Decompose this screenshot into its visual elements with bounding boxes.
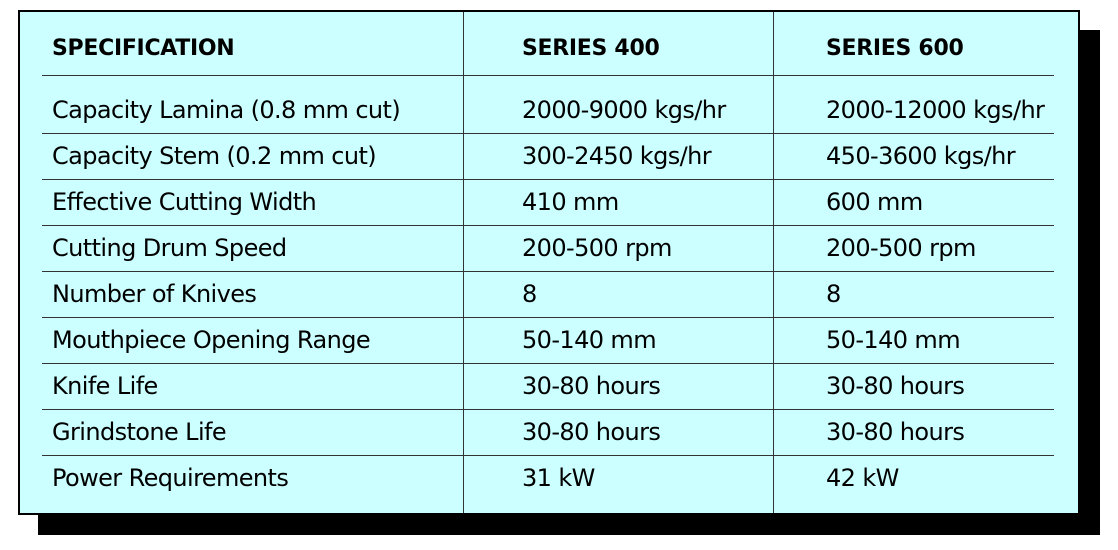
table-cell: Cutting Drum Speed [52,234,287,262]
table-cell: 50-140 mm [522,326,657,354]
table-cell: Mouthpiece Opening Range [52,326,371,354]
header-cell: SPECIFICATION [52,36,235,61]
table-cell: Effective Cutting Width [52,188,317,216]
table-cell: 8 [522,280,537,308]
spec-table: SPECIFICATION SERIES 400 SERIES 600 Capacit… [18,10,1080,515]
table-cell: 30-80 hours [826,372,965,400]
row-divider [42,133,1054,134]
table-cell: 300-2450 kgs/hr [522,142,712,170]
table-cell: 200-500 rpm [522,234,672,262]
table-cell: 31 kW [522,464,595,492]
table-cell: 8 [826,280,841,308]
table-cell: 600 mm [826,188,923,216]
column-divider [773,12,774,513]
table-cell: Capacity Stem (0.2 mm cut) [52,142,377,170]
row-divider [42,363,1054,364]
table-cell: 30-80 hours [826,418,965,446]
row-divider [42,409,1054,410]
table-cell: 42 kW [826,464,899,492]
table-cell: 30-80 hours [522,372,661,400]
table-cell: 450-3600 kgs/hr [826,142,1016,170]
table-cell: 410 mm [522,188,619,216]
row-divider [42,75,1054,76]
table-cell: Grindstone Life [52,418,227,446]
table-cell: 2000-9000 kgs/hr [522,96,726,124]
header-cell: SERIES 400 [522,36,660,61]
table-cell: Capacity Lamina (0.8 mm cut) [52,96,401,124]
table-cell: Power Requirements [52,464,289,492]
row-divider [42,179,1054,180]
table-cell: Knife Life [52,372,158,400]
table-cell: 50-140 mm [826,326,961,354]
row-divider [42,317,1054,318]
row-divider [42,455,1054,456]
table-cell: 200-500 rpm [826,234,976,262]
row-divider [42,225,1054,226]
table-cell: Number of Knives [52,280,257,308]
table-cell: 30-80 hours [522,418,661,446]
table-cell: 2000-12000 kgs/hr [826,96,1045,124]
header-cell: SERIES 600 [826,36,964,61]
row-divider [42,271,1054,272]
column-divider [463,12,464,513]
